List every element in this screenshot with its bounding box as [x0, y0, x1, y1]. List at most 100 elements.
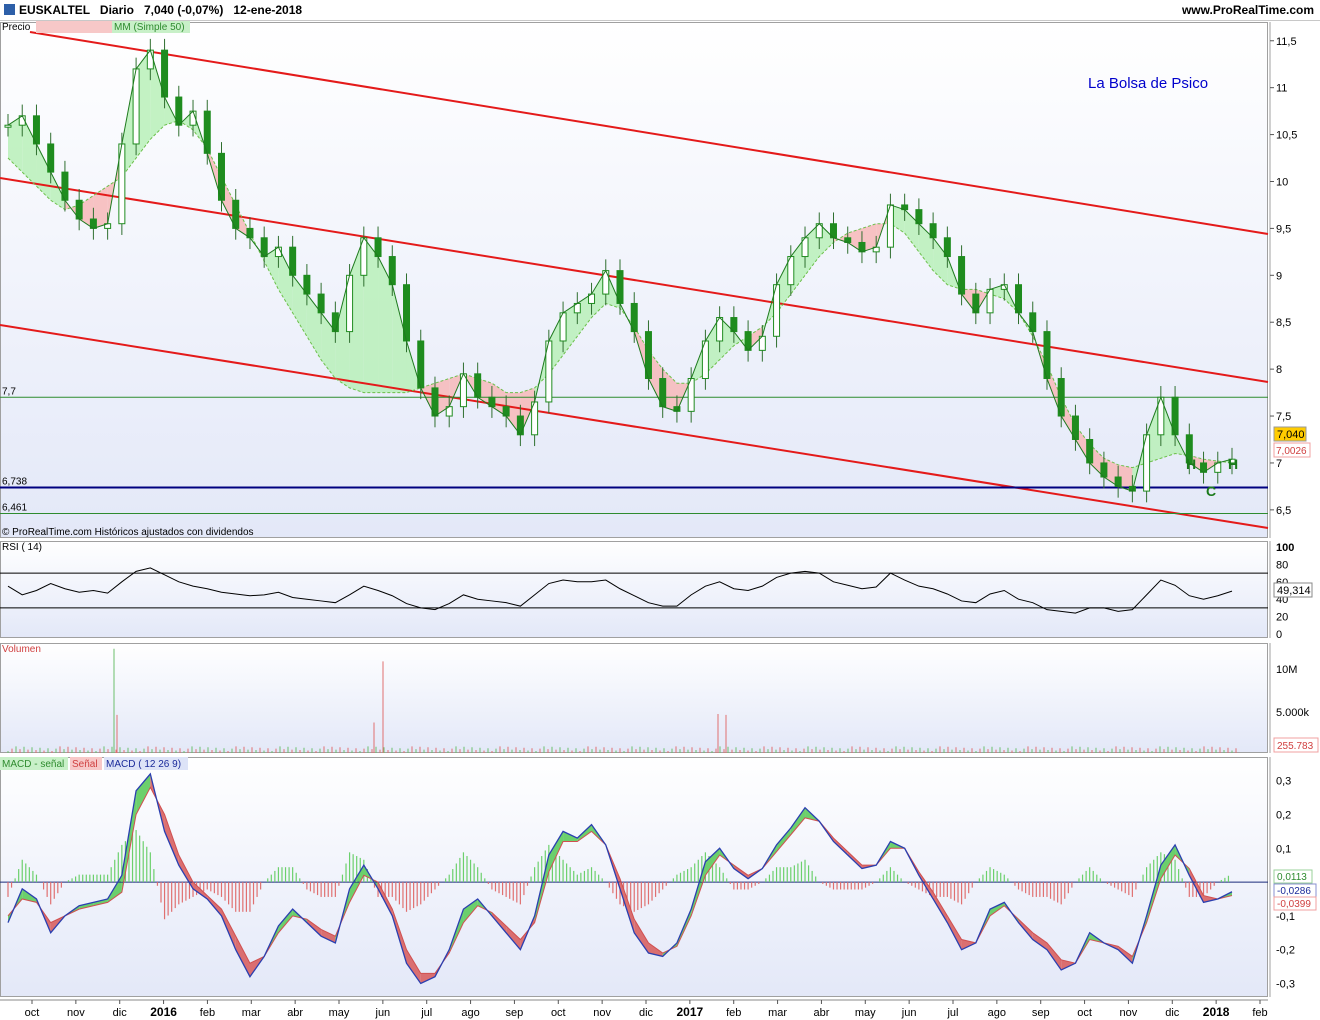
- ma-fill-segment: [22, 115, 37, 187]
- macd-fill-segment: [221, 909, 236, 950]
- macd-value: -0,0286: [1277, 886, 1311, 897]
- site-label[interactable]: www.ProRealTime.com: [1181, 3, 1314, 17]
- date-label: 12-ene-2018: [233, 3, 303, 17]
- last-price-badge: [1273, 426, 1307, 442]
- rsi-panel-frame: [0, 541, 1268, 638]
- volume-value-badge: [1273, 737, 1319, 753]
- time-axis-label: feb: [726, 1007, 741, 1019]
- ma-fill-segment: [961, 289, 976, 313]
- macd-fill-segment: [178, 855, 194, 889]
- price-ytick-label: 9: [1276, 270, 1282, 282]
- rsi-ytick-label: 0: [1276, 629, 1282, 641]
- time-axis-label: 2017: [677, 1005, 704, 1019]
- ma-fill-segment: [306, 294, 322, 360]
- macd-signal-badge: [1273, 896, 1317, 911]
- ma-fill-segment: [705, 317, 720, 374]
- ma-fill-segment: [648, 350, 663, 407]
- volume-title: Volumen: [2, 644, 41, 655]
- ma-fill-segment: [1103, 458, 1119, 487]
- volume-panel-bg: [0, 643, 1268, 753]
- ma-fill-segment: [1046, 364, 1062, 417]
- ma-fill-segment: [93, 186, 108, 229]
- annotation-text: La Bolsa de Psico: [1088, 75, 1208, 92]
- macd-fill-segment: [278, 909, 293, 933]
- chart-svg[interactable]: 11,5 11 10,5 10 9,5 9 8,5 8 7,5 7 6,5 7,7 6,738 6,461…: [0, 20, 1320, 1020]
- rsi-ytick-label: 100: [1276, 542, 1294, 554]
- macd-fill-segment: [463, 898, 478, 923]
- ma-fill-segment: [548, 312, 564, 374]
- time-axis-label: oct: [1077, 1007, 1092, 1019]
- price-ytick-label: 11,5: [1276, 36, 1297, 48]
- ma-value: 7,0026: [1276, 446, 1307, 457]
- time-axis-label: dic: [639, 1007, 654, 1019]
- macd-legend-swatch-3: [104, 757, 188, 770]
- ma-fill-segment: [1146, 397, 1161, 463]
- macd-ytick-label: -0,3: [1276, 978, 1295, 990]
- ma-fill-segment: [1075, 425, 1090, 463]
- pattern-label-c: C: [1206, 483, 1216, 499]
- ma-fill-segment: [748, 326, 763, 351]
- ma-fill-segment: [150, 50, 165, 140]
- macd-panel-frame: [0, 757, 1268, 997]
- time-axis-label: 2018: [1203, 1005, 1230, 1019]
- ma-fill-segment: [577, 294, 592, 337]
- time-axis-label: may: [329, 1007, 350, 1019]
- ma-fill-segment: [1160, 397, 1176, 459]
- macd-fill-segment: [933, 892, 948, 923]
- ma-fill-segment: [833, 233, 848, 243]
- macd-legend-signal: Señal: [72, 759, 98, 770]
- ma-fill-segment: [50, 172, 65, 210]
- ma-fill-segment: [591, 270, 606, 318]
- macd-ytick-label: 0,1: [1276, 843, 1291, 855]
- time-axis-label: nov: [67, 1007, 85, 1019]
- rsi-value-badge: [1273, 582, 1313, 598]
- ma-fill-segment: [378, 256, 393, 393]
- time-axis-label: jun: [901, 1007, 917, 1019]
- level-label: 6,461: [2, 503, 27, 514]
- ma-value-badge: [1273, 442, 1311, 458]
- volume-panel-frame: [0, 643, 1268, 753]
- ma-fill-segment: [178, 111, 194, 130]
- ma-fill-segment: [235, 204, 250, 238]
- time-axis-label: dic: [1165, 1007, 1180, 1019]
- ma-fill-segment: [335, 275, 350, 388]
- macd-fill-segment: [136, 773, 151, 815]
- ma-fill-segment: [563, 303, 578, 356]
- time-axis-label: may: [855, 1007, 876, 1019]
- time-axis-label: nov: [1120, 1007, 1138, 1019]
- legend-swatch-ma: [112, 21, 190, 33]
- volume-ytick-label: 5.000k: [1276, 707, 1310, 719]
- price-ytick-label: 9,5: [1276, 223, 1291, 235]
- header-instrument: EUSKALTEL Diario 7,040 (-0,07%) 12-ene-2…: [4, 3, 302, 17]
- time-axis-label: oct: [25, 1007, 40, 1019]
- macd-fill-segment: [406, 949, 421, 984]
- ma-fill-segment: [136, 50, 151, 159]
- volume-value: 255.783: [1277, 741, 1314, 752]
- ma-fill-segment: [292, 275, 307, 337]
- macd-fill-segment: [733, 865, 749, 879]
- price-ytick-label: 10,5: [1276, 130, 1297, 142]
- time-axis-label: nov: [593, 1007, 611, 1019]
- price-line: [7, 49, 1233, 492]
- ma-fill-segment: [321, 312, 336, 379]
- price-ytick-label: 7: [1276, 458, 1282, 470]
- ma-fill-segment: [847, 228, 862, 252]
- macd-legend-macd: MACD ( 12 26 9): [106, 759, 181, 770]
- macd-legend-hist: MACD - señal: [2, 759, 64, 770]
- rsi-panel-bg: [0, 541, 1268, 638]
- ma-fill-segment: [918, 223, 934, 271]
- ma-fill-segment: [776, 256, 791, 313]
- time-axis-label: abr: [287, 1007, 303, 1019]
- macd-line: [7, 772, 1233, 985]
- pattern-label-h1: H: [1186, 456, 1196, 472]
- symbol-label: EUSKALTEL: [19, 3, 90, 17]
- macd-ytick-label: 0,2: [1276, 809, 1291, 821]
- ma-fill-segment: [1189, 455, 1204, 473]
- macd-fill-segment: [93, 898, 108, 906]
- macd-fill-segment: [990, 902, 1005, 916]
- price-ytick-label: 10: [1276, 176, 1288, 188]
- macd-fill-segment: [506, 926, 521, 950]
- period-label: Diario: [99, 3, 134, 17]
- price-ytick-label: 7,5: [1276, 411, 1291, 423]
- ma-fill-segment: [819, 223, 834, 257]
